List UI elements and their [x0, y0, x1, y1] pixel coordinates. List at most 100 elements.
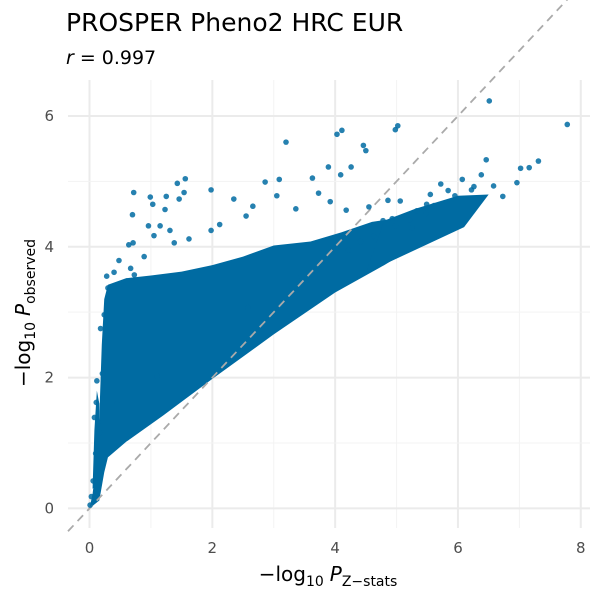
subtitle-value: 0.997 — [102, 47, 156, 69]
data-point — [334, 131, 340, 138]
data-point — [151, 232, 157, 239]
data-point — [116, 257, 122, 264]
data-point — [327, 198, 334, 205]
data-point — [406, 217, 413, 223]
x-tick-label: 4 — [330, 539, 340, 557]
data-point — [94, 378, 100, 384]
data-point — [176, 196, 182, 202]
point-cloud-left-tail — [92, 390, 100, 489]
data-point — [103, 273, 110, 280]
data-point — [231, 196, 237, 202]
reference-line-layer — [67, 0, 569, 532]
chart-subtitle: r = 0.997 — [66, 47, 156, 69]
data-point — [95, 419, 101, 425]
y-tick-label: 6 — [44, 107, 54, 125]
data-point — [348, 164, 354, 170]
data-point — [208, 227, 214, 234]
y-tick-label: 2 — [44, 369, 54, 387]
data-point — [243, 213, 249, 219]
data-point — [111, 269, 117, 276]
data-point — [517, 165, 524, 172]
data-point — [186, 236, 192, 242]
data-point — [499, 193, 506, 200]
data-point — [162, 206, 168, 213]
x-axis-title-prefix: −log — [259, 562, 306, 586]
data-point — [118, 280, 124, 287]
data-point — [431, 202, 437, 209]
data-points — [87, 98, 571, 508]
data-point — [392, 126, 399, 133]
data-point — [91, 414, 98, 421]
data-point — [127, 265, 134, 272]
point-cloud-upper-tail — [365, 194, 489, 273]
x-axis-ticks: 0 2 4 6 8 — [85, 539, 586, 557]
data-point — [293, 206, 299, 212]
data-point — [325, 164, 332, 170]
data-point — [174, 180, 181, 187]
data-point — [101, 311, 108, 318]
data-point — [208, 187, 214, 193]
x-axis-title-sub1: 10 — [306, 574, 324, 590]
data-point — [262, 179, 268, 185]
data-point — [171, 240, 178, 246]
data-point — [526, 164, 533, 171]
y-axis-ticks: 0 2 4 6 — [44, 107, 54, 517]
data-point — [88, 493, 95, 500]
data-point — [87, 502, 93, 508]
data-point — [93, 399, 100, 406]
data-point — [274, 192, 280, 199]
data-point — [130, 189, 137, 196]
data-point — [145, 223, 152, 229]
data-point — [90, 478, 96, 484]
chart-title: PROSPER Pheno2 HRC EUR — [66, 8, 403, 37]
data-point — [392, 223, 399, 229]
data-point — [315, 190, 322, 196]
x-tick-label: 8 — [576, 539, 586, 557]
y-axis-title-sub2: observed — [23, 239, 39, 304]
data-point — [105, 285, 111, 291]
data-point — [298, 273, 305, 280]
data-point — [147, 194, 154, 200]
y-axis-title: −log10 Pobserved — [11, 239, 39, 387]
data-point — [283, 139, 289, 145]
data-point — [490, 183, 497, 189]
data-point — [380, 217, 386, 224]
point-cloud-body — [89, 207, 458, 509]
data-point — [486, 98, 493, 104]
data-point — [245, 304, 251, 311]
y-axis-title-sub1: 10 — [23, 322, 39, 340]
point-cloud — [89, 194, 489, 509]
data-point — [250, 203, 256, 210]
data-point — [423, 201, 430, 208]
data-point — [514, 179, 520, 186]
data-point — [423, 210, 429, 217]
data-point — [445, 187, 451, 194]
data-point — [452, 192, 458, 199]
data-point — [276, 176, 283, 183]
data-point — [414, 208, 420, 214]
subtitle-operator: = — [80, 47, 96, 69]
data-point — [427, 191, 434, 198]
data-point — [397, 198, 404, 204]
data-point — [216, 221, 223, 228]
data-point — [157, 223, 163, 229]
y-tick-label: 4 — [44, 238, 54, 256]
data-point — [459, 176, 466, 183]
data-point — [371, 233, 377, 240]
data-point — [309, 175, 316, 181]
data-point — [360, 142, 367, 149]
data-point — [154, 373, 160, 380]
data-point — [339, 127, 345, 134]
data-point — [357, 238, 364, 245]
data-point — [385, 197, 391, 204]
data-point — [564, 121, 571, 128]
x-axis-title: −log10 PZ−stats — [259, 562, 398, 590]
data-point — [99, 370, 106, 377]
data-point — [96, 429, 103, 436]
data-point — [343, 207, 349, 213]
y-axis-title-var: P — [11, 303, 35, 316]
data-point — [129, 211, 136, 218]
data-point — [167, 227, 173, 234]
data-point — [97, 325, 104, 332]
